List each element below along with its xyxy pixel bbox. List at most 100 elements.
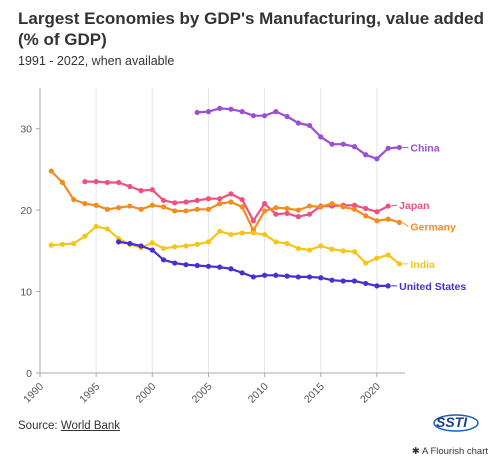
data-point-united-states	[363, 280, 369, 287]
source-link[interactable]: World Bank	[60, 420, 121, 432]
series-japan: Japan	[82, 179, 430, 224]
y-tick-label: 0	[26, 368, 32, 380]
data-point-india	[385, 252, 391, 258]
data-point-china	[262, 113, 268, 119]
data-point-china	[273, 109, 279, 115]
data-point-germany	[284, 205, 290, 212]
data-point-india	[183, 243, 189, 249]
data-point-germany	[93, 202, 99, 208]
data-point-japan	[295, 214, 301, 220]
data-point-india	[396, 261, 402, 267]
data-point-india	[340, 248, 346, 254]
data-point-united-states	[385, 283, 391, 289]
data-point-japan	[127, 183, 133, 190]
data-point-germany	[329, 201, 335, 207]
data-point-united-states	[273, 272, 279, 278]
x-tick-label: 2010	[246, 381, 271, 406]
data-point-germany	[318, 204, 324, 210]
data-point-japan	[104, 179, 110, 186]
data-point-united-states	[228, 266, 234, 272]
data-point-japan	[194, 197, 200, 203]
data-point-united-states	[138, 243, 144, 249]
data-point-japan	[374, 209, 380, 215]
x-tick-label: 2000	[133, 381, 158, 406]
data-point-china	[295, 120, 301, 126]
data-point-germany	[194, 206, 200, 212]
flourish-label: A Flourish chart	[422, 446, 488, 457]
data-point-germany	[396, 219, 402, 225]
data-point-india	[262, 231, 268, 238]
data-point-india	[48, 242, 54, 248]
series-line-germany	[50, 170, 400, 232]
data-point-germany	[205, 206, 212, 212]
data-point-germany	[239, 204, 245, 210]
data-point-india	[172, 244, 178, 250]
data-point-japan	[228, 191, 234, 197]
data-point-united-states	[318, 275, 324, 281]
data-point-united-states	[149, 247, 155, 253]
data-point-germany	[217, 201, 223, 207]
source-prefix: Source:	[18, 420, 61, 432]
flourish-credit[interactable]: ✱ A Flourish chart	[412, 446, 488, 457]
series-label-germany: Germany	[410, 221, 456, 233]
data-point-india	[93, 223, 99, 230]
data-point-germany	[59, 179, 66, 186]
data-point-china	[351, 144, 358, 150]
data-point-india	[295, 245, 301, 252]
data-point-germany	[104, 206, 110, 212]
data-point-germany	[160, 204, 167, 210]
ssti-logo-mark	[433, 414, 479, 432]
data-point-united-states	[340, 278, 346, 284]
data-point-germany	[295, 207, 301, 213]
data-point-china	[363, 152, 369, 158]
data-point-united-states	[250, 274, 256, 280]
data-point-japan	[385, 203, 391, 209]
data-point-india	[250, 230, 256, 236]
data-point-india	[239, 230, 245, 236]
x-tick-label: 2005	[190, 381, 215, 406]
data-point-germany	[385, 216, 391, 222]
flourish-icon: ✱	[411, 446, 420, 457]
data-point-india	[160, 245, 167, 252]
data-point-india	[374, 255, 380, 261]
data-point-germany	[48, 168, 54, 174]
data-point-united-states	[160, 257, 167, 263]
data-point-india	[71, 240, 77, 247]
series-germany: Germany	[48, 168, 456, 233]
data-point-germany	[172, 208, 178, 214]
x-tick-label: 2020	[358, 381, 383, 406]
data-point-japan	[138, 188, 144, 194]
series-line-china	[197, 107, 400, 160]
data-point-united-states	[239, 270, 245, 276]
series-label-united-states: United States	[399, 281, 466, 293]
data-point-germany	[374, 218, 380, 224]
data-point-japan	[82, 179, 88, 185]
data-point-germany	[363, 213, 369, 219]
data-point-india	[351, 249, 358, 255]
data-point-united-states	[205, 263, 212, 269]
data-point-china	[340, 141, 346, 147]
series-united-states: United States	[116, 239, 466, 293]
data-point-india	[205, 239, 212, 245]
x-tick-label: 1995	[77, 381, 102, 406]
x-tick-label: 1990	[21, 381, 46, 406]
data-point-china	[284, 113, 290, 120]
data-point-germany	[183, 208, 189, 214]
data-point-united-states	[262, 272, 268, 278]
x-tick-label: 2015	[302, 381, 327, 406]
source-note: Source: World Bank	[18, 420, 120, 432]
data-point-china	[306, 122, 313, 129]
data-point-india	[363, 260, 369, 266]
data-point-united-states	[284, 273, 290, 279]
data-point-india	[284, 240, 290, 247]
data-point-japan	[116, 179, 122, 186]
series-line-india	[51, 225, 401, 265]
data-point-germany	[127, 203, 133, 209]
data-point-china	[205, 109, 212, 115]
series-label-connector	[391, 204, 398, 207]
data-point-united-states	[172, 260, 178, 266]
data-point-germany	[82, 201, 88, 207]
series-label-india: India	[410, 259, 435, 271]
chart-subtitle: 1991 - 2022, when available	[18, 54, 175, 68]
